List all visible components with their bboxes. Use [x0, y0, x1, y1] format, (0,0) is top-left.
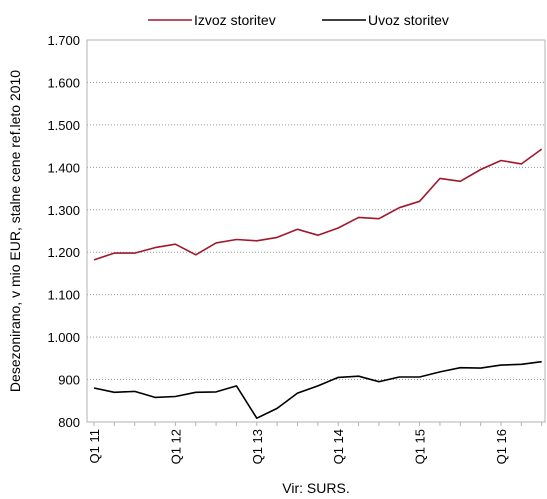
- x-tick-label: Q1 15: [413, 429, 428, 464]
- y-axis-title: Desezonirano, v mio EUR, stalne cene ref…: [7, 70, 23, 392]
- series-lines: [93, 148, 543, 420]
- series-line-uvoz: [93, 360, 542, 420]
- series-line-izvoz: [93, 148, 543, 261]
- y-tick-label: 900: [58, 373, 80, 388]
- y-tick-label: 1.500: [47, 118, 80, 133]
- source-note: Vir: SURS.: [282, 480, 349, 496]
- y-tick-label: 1.300: [47, 203, 80, 218]
- x-tick-label: Q1 13: [250, 429, 265, 464]
- y-axis-ticks: 800 900 1.000 1.100 1.200 1.300 1.400 1.500 1.60…: [47, 33, 80, 430]
- y-tick-label: 1.700: [47, 33, 80, 48]
- legend-label-uvoz: Uvoz storitev: [368, 12, 449, 28]
- y-tick-label: 1.100: [47, 288, 80, 303]
- y-tick-label: 1.600: [47, 75, 80, 90]
- x-axis-ticks: Q1 11 Q1 12 Q1 13 Q1 14 Q1 15 Q1 16: [87, 422, 543, 464]
- x-tick-label: Q1 14: [331, 429, 346, 464]
- y-tick-label: 1.000: [47, 330, 80, 345]
- legend-label-izvoz: Izvoz storitev: [194, 12, 276, 28]
- x-tick-label: Q1 16: [494, 429, 509, 464]
- gridlines: [87, 81, 545, 381]
- x-tick-label: Q1 12: [168, 429, 183, 464]
- legend: Izvoz storitev Uvoz storitev: [148, 12, 449, 28]
- y-tick-label: 1.200: [47, 245, 80, 260]
- y-tick-label: 800: [58, 415, 80, 430]
- plot-area-frame: [86, 39, 546, 423]
- y-tick-label: 1.400: [47, 160, 80, 175]
- x-tick-label: Q1 11: [87, 429, 102, 463]
